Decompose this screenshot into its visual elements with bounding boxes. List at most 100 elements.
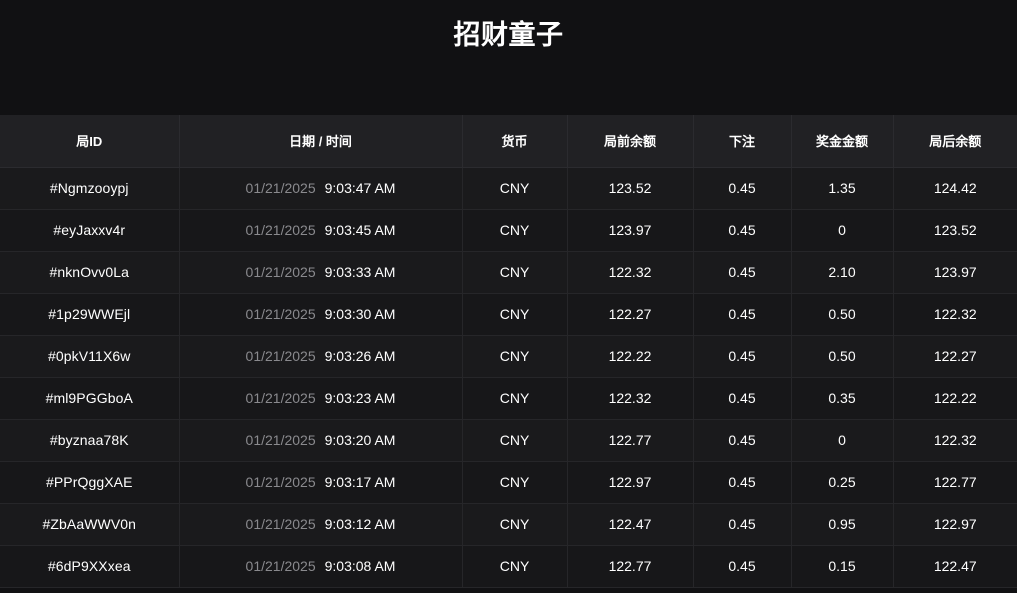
cell-win: 0.15 [791, 545, 894, 588]
cell-balance-before: 123.52 [567, 167, 694, 210]
cell-datetime: 01/21/2025 9:03:30 AM [179, 293, 463, 336]
cell-balance-before: 122.32 [567, 251, 694, 294]
cell-round-id: #nknOvv0La [0, 251, 180, 294]
cell-currency: CNY [462, 503, 568, 546]
cell-balance-after: 122.77 [893, 461, 1017, 504]
cell-time: 9:03:17 AM [324, 474, 396, 490]
cell-date: 01/21/2025 [245, 432, 316, 448]
cell-win: 0 [791, 419, 894, 462]
cell-time: 9:03:47 AM [324, 180, 396, 196]
cell-time: 9:03:30 AM [324, 306, 396, 322]
table-header: 局ID 日期 / 时间 货币 局前余额 下注 奖金金额 局后余额 [0, 115, 1017, 168]
table-row[interactable]: #Ngmzooypj 01/21/2025 9:03:47 AM CNY 123.52 0… [0, 167, 1017, 210]
cell-bet: 0.45 [693, 461, 792, 504]
cell-balance-before: 122.27 [567, 293, 694, 336]
cell-datetime: 01/21/2025 9:03:33 AM [179, 251, 463, 294]
cell-win: 1.35 [791, 167, 894, 210]
cell-balance-after: 122.27 [893, 335, 1017, 378]
cell-bet: 0.45 [693, 167, 792, 210]
cell-datetime: 01/21/2025 9:03:45 AM [179, 209, 463, 252]
cell-balance-after: 124.42 [893, 167, 1017, 210]
history-table-container: 局ID 日期 / 时间 货币 局前余额 下注 奖金金额 局后余额 #Ngmzoo… [0, 115, 1017, 588]
cell-round-id: #1p29WWEjl [0, 293, 180, 336]
cell-date: 01/21/2025 [245, 516, 316, 532]
cell-balance-after: 123.52 [893, 209, 1017, 252]
cell-round-id: #ZbAaWWV0n [0, 503, 180, 546]
cell-time: 9:03:12 AM [324, 516, 396, 532]
column-header-bet: 下注 [693, 115, 792, 168]
cell-balance-after: 122.32 [893, 419, 1017, 462]
cell-datetime: 01/21/2025 9:03:08 AM [179, 545, 463, 588]
cell-currency: CNY [462, 377, 568, 420]
cell-date: 01/21/2025 [245, 558, 316, 574]
cell-balance-after: 122.32 [893, 293, 1017, 336]
cell-currency: CNY [462, 167, 568, 210]
table-row[interactable]: #PPrQggXAE 01/21/2025 9:03:17 AM CNY 122.97 0… [0, 461, 1017, 504]
cell-win: 0.95 [791, 503, 894, 546]
cell-win: 0 [791, 209, 894, 252]
cell-currency: CNY [462, 545, 568, 588]
column-header-win: 奖金金额 [791, 115, 894, 168]
cell-balance-after: 123.97 [893, 251, 1017, 294]
column-header-datetime: 日期 / 时间 [179, 115, 463, 168]
cell-win: 2.10 [791, 251, 894, 294]
cell-currency: CNY [462, 461, 568, 504]
column-header-round-id: 局ID [0, 115, 180, 168]
cell-round-id: #0pkV11X6w [0, 335, 180, 378]
table-row[interactable]: #6dP9XXxea 01/21/2025 9:03:08 AM CNY 122.77 0… [0, 545, 1017, 588]
table-row[interactable]: #ml9PGGboA 01/21/2025 9:03:23 AM CNY 122.32 0… [0, 377, 1017, 420]
cell-balance-before: 122.32 [567, 377, 694, 420]
cell-date: 01/21/2025 [245, 306, 316, 322]
cell-currency: CNY [462, 209, 568, 252]
cell-bet: 0.45 [693, 209, 792, 252]
cell-bet: 0.45 [693, 377, 792, 420]
cell-time: 9:03:26 AM [324, 348, 396, 364]
table-header-row: 局ID 日期 / 时间 货币 局前余额 下注 奖金金额 局后余额 [0, 115, 1017, 168]
cell-round-id: #ml9PGGboA [0, 377, 180, 420]
cell-win: 0.50 [791, 293, 894, 336]
cell-currency: CNY [462, 293, 568, 336]
page-title: 招财童子 [453, 20, 564, 50]
cell-round-id: #byznaa78K [0, 419, 180, 462]
cell-balance-before: 122.97 [567, 461, 694, 504]
cell-date: 01/21/2025 [245, 180, 316, 196]
table-row[interactable]: #eyJaxxv4r 01/21/2025 9:03:45 AM CNY 123.97 0… [0, 209, 1017, 252]
table-row[interactable]: #1p29WWEjl 01/21/2025 9:03:30 AM CNY 122.27 0… [0, 293, 1017, 336]
cell-time: 9:03:20 AM [324, 432, 396, 448]
cell-bet: 0.45 [693, 335, 792, 378]
cell-time: 9:03:45 AM [324, 222, 396, 238]
cell-round-id: #PPrQggXAE [0, 461, 180, 504]
cell-win: 0.35 [791, 377, 894, 420]
game-history-table: 局ID 日期 / 时间 货币 局前余额 下注 奖金金额 局后余额 #Ngmzoo… [0, 115, 1017, 588]
column-header-balance-before: 局前余额 [567, 115, 694, 168]
table-row[interactable]: #nknOvv0La 01/21/2025 9:03:33 AM CNY 122.32 0… [0, 251, 1017, 294]
cell-balance-after: 122.97 [893, 503, 1017, 546]
cell-bet: 0.45 [693, 293, 792, 336]
cell-bet: 0.45 [693, 419, 792, 462]
cell-datetime: 01/21/2025 9:03:12 AM [179, 503, 463, 546]
cell-datetime: 01/21/2025 9:03:17 AM [179, 461, 463, 504]
cell-currency: CNY [462, 419, 568, 462]
table-row[interactable]: #0pkV11X6w 01/21/2025 9:03:26 AM CNY 122.22 0… [0, 335, 1017, 378]
cell-currency: CNY [462, 335, 568, 378]
column-header-balance-after: 局后余额 [893, 115, 1017, 168]
cell-datetime: 01/21/2025 9:03:20 AM [179, 419, 463, 462]
cell-date: 01/21/2025 [245, 222, 316, 238]
cell-bet: 0.45 [693, 545, 792, 588]
cell-balance-before: 122.77 [567, 419, 694, 462]
cell-balance-after: 122.47 [893, 545, 1017, 588]
table-row[interactable]: #ZbAaWWV0n 01/21/2025 9:03:12 AM CNY 122.47 0… [0, 503, 1017, 546]
cell-time: 9:03:23 AM [324, 390, 396, 406]
cell-bet: 0.45 [693, 503, 792, 546]
cell-balance-before: 122.22 [567, 335, 694, 378]
cell-bet: 0.45 [693, 251, 792, 294]
cell-currency: CNY [462, 251, 568, 294]
cell-datetime: 01/21/2025 9:03:23 AM [179, 377, 463, 420]
table-row[interactable]: #byznaa78K 01/21/2025 9:03:20 AM CNY 122.77 0… [0, 419, 1017, 462]
cell-date: 01/21/2025 [245, 264, 316, 280]
cell-round-id: #eyJaxxv4r [0, 209, 180, 252]
cell-date: 01/21/2025 [245, 474, 316, 490]
cell-datetime: 01/21/2025 9:03:26 AM [179, 335, 463, 378]
page-banner: 招财童子 [0, 0, 1017, 115]
